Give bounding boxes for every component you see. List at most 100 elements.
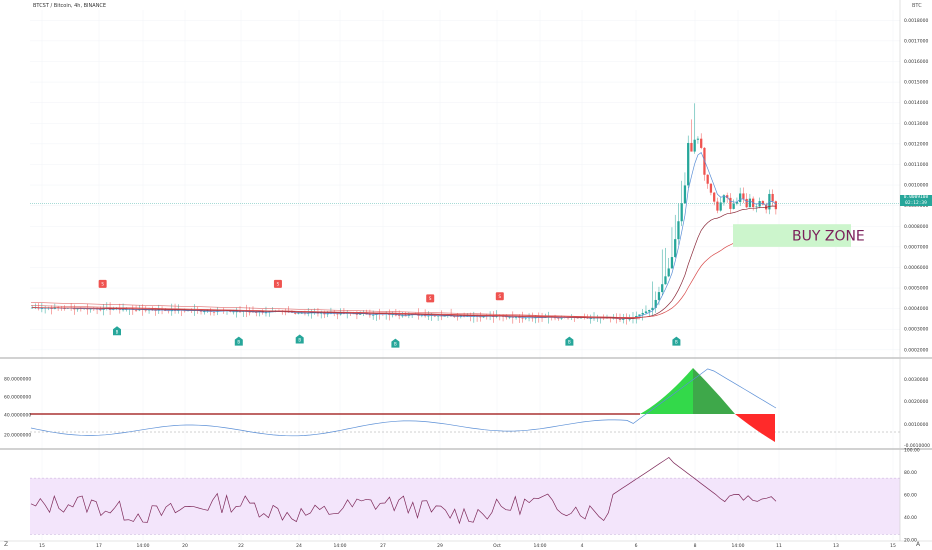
price-tick-label: 0.0018000 — [904, 18, 928, 24]
countdown: 02:12:39 — [905, 200, 927, 206]
osc-positive-area-dark — [693, 368, 735, 414]
candle — [693, 139, 696, 152]
candle — [696, 138, 700, 140]
candle — [722, 195, 726, 203]
candle — [372, 314, 375, 316]
time-tick-label: 14:00 — [534, 543, 547, 549]
candle — [456, 316, 459, 318]
buy-signal-label: B — [568, 340, 571, 345]
buy-zone — [733, 224, 851, 247]
candle — [112, 309, 115, 310]
candle — [238, 311, 242, 313]
candle — [404, 315, 407, 317]
buy-signal-label: B — [394, 342, 397, 347]
osc-left-tick-label: 60.0000000 — [4, 395, 31, 401]
osc-negative-area — [735, 414, 775, 442]
candle — [618, 319, 622, 320]
trend-line — [30, 302, 641, 319]
rsi-panel — [30, 457, 900, 535]
price-tick-label: 0.0004000 — [904, 306, 928, 312]
candle — [398, 315, 401, 316]
osc-left-tick-label: 80.0000000 — [4, 377, 31, 383]
time-tick-label: Oct — [493, 543, 501, 549]
candle — [758, 201, 761, 207]
rsi-tick-label: 40.00 — [904, 515, 917, 521]
time-tick-label: 6 — [635, 543, 638, 549]
time-tick-label: 15 — [39, 543, 45, 549]
sell-signal-marker — [273, 279, 282, 288]
time-tick-label: 17 — [96, 543, 102, 549]
candle — [508, 317, 511, 318]
rsi-tick-label: 100.00 — [904, 448, 920, 454]
candle — [742, 193, 745, 199]
ema-slow-line — [32, 226, 776, 318]
candle — [755, 206, 758, 208]
ema-fast-line — [32, 151, 777, 320]
candle — [732, 203, 735, 209]
candle — [726, 195, 729, 198]
price-tick-label: 0.0014000 — [904, 100, 928, 106]
candle — [709, 183, 713, 193]
candle — [771, 193, 774, 202]
candle — [690, 142, 693, 152]
time-tick-label: 22 — [238, 543, 244, 549]
buy-signal-label: B — [237, 340, 240, 345]
price-tick-label: 0.0015000 — [904, 80, 928, 86]
time-tick-label: 14:00 — [137, 543, 150, 549]
grid — [30, 10, 900, 540]
candle — [76, 308, 79, 310]
candle — [401, 315, 404, 317]
candle — [667, 268, 670, 277]
candle — [664, 276, 667, 285]
candle — [154, 310, 157, 311]
symbol-label: BTCST / Bitcoin, 4h, BINANCE — [33, 3, 107, 9]
price-tick-label: 0.0007000 — [904, 244, 928, 250]
ema-mid-line — [32, 205, 776, 319]
candle — [651, 307, 654, 310]
buy-signal-label: B — [298, 338, 301, 343]
candle — [294, 312, 297, 314]
candle — [368, 314, 372, 316]
candle — [453, 316, 456, 318]
sell-signal-marker — [495, 292, 504, 301]
time-tick-label: 20 — [182, 543, 188, 549]
price-tick-label: 0.0002000 — [904, 347, 928, 353]
candle — [212, 311, 216, 313]
candle — [661, 284, 664, 293]
price-panel: BUY ZONE S S S S B B B B B B — [30, 103, 900, 348]
buy-signal-marker — [391, 338, 400, 348]
rsi-line — [30, 457, 777, 525]
sell-signal-marker — [98, 279, 107, 288]
candle — [264, 312, 268, 314]
candle — [687, 142, 690, 186]
candle — [232, 311, 235, 313]
price-tick-label: 0.0005000 — [904, 286, 928, 292]
rsi-tick-label: 20.00 — [904, 538, 917, 544]
candle — [706, 174, 709, 184]
candle — [203, 311, 206, 313]
sell-signal-marker — [426, 294, 435, 303]
oscillator-panel — [30, 368, 900, 442]
time-tick-label: 13 — [833, 543, 839, 549]
time-tick-label: 27 — [380, 543, 386, 549]
candle — [700, 138, 703, 148]
sell-signal-label: S — [429, 296, 432, 301]
candle — [713, 192, 716, 202]
candle — [670, 257, 674, 269]
auto-scale-button[interactable]: A — [916, 541, 921, 548]
buy-signal-marker — [113, 326, 121, 336]
time-tick-label: 29 — [437, 543, 443, 549]
candle — [248, 311, 251, 313]
candle — [719, 202, 722, 211]
rsi-band — [30, 478, 900, 535]
buy-signal-marker — [672, 336, 681, 346]
candle — [674, 239, 677, 258]
candle — [735, 202, 739, 204]
candle — [589, 318, 592, 319]
timezone-corner-button[interactable]: Z — [4, 541, 9, 548]
candle — [99, 309, 102, 311]
candle — [641, 312, 644, 315]
candle — [443, 315, 446, 317]
candle — [648, 309, 651, 312]
